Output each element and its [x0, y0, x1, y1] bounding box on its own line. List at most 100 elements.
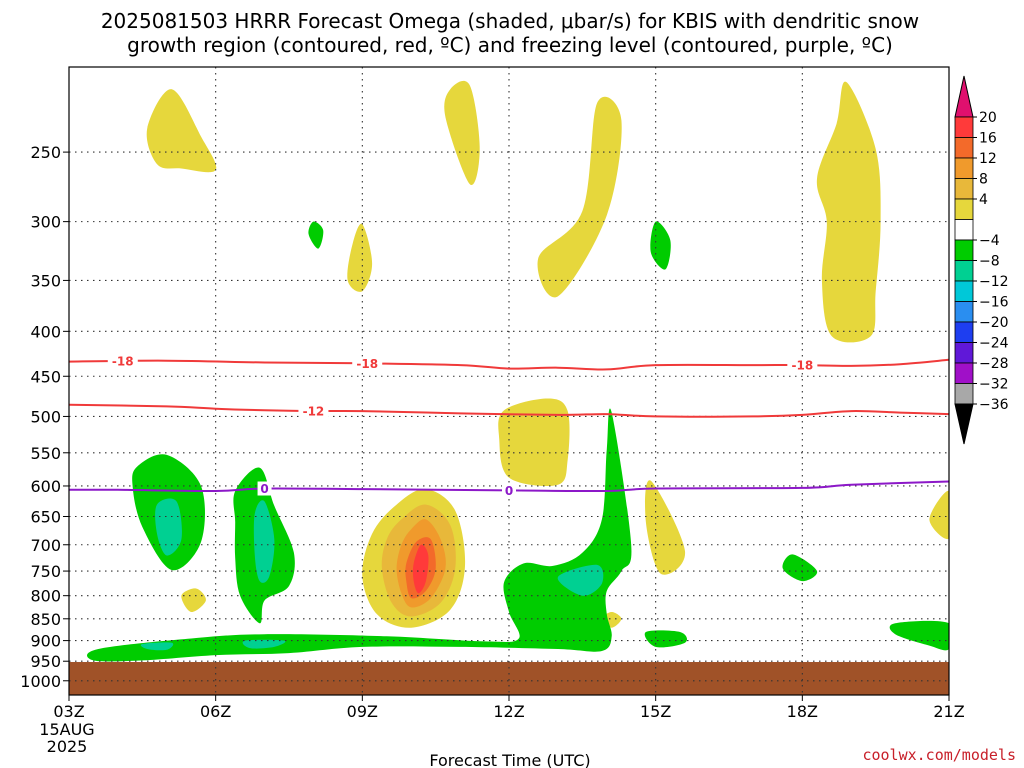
colorbar-label-1: 16 [979, 131, 997, 147]
omega-region-pos4-6 [645, 480, 686, 575]
colorbar-label-13: −36 [979, 397, 1009, 413]
y-tick-label-850: 850 [30, 610, 61, 629]
omega-region-pos4-1 [444, 80, 480, 186]
x-tick-label-18Z: 18Z [787, 702, 818, 721]
colorbar-swatch-7 [954, 260, 974, 282]
omega-region-neg8-27 [557, 564, 604, 596]
colorbar-swatch-6 [954, 239, 974, 261]
colorbar-swatch-3 [954, 178, 974, 200]
colorbar-bottom-arrow [954, 403, 974, 445]
colorbar-label-7: −12 [979, 274, 1009, 290]
x-axis-label: Forecast Time (UTC) [429, 751, 590, 768]
omega-region-neg4-20 [782, 554, 818, 582]
terrain-layer [69, 662, 949, 695]
colorbar-label-2: 12 [979, 151, 997, 167]
colorbar-label-6: −8 [979, 254, 1000, 270]
omega-region-neg4-21 [644, 630, 687, 648]
y-tick-label-1000: 1000 [20, 672, 61, 691]
omega-region-pos4-9 [929, 490, 949, 540]
omega-region-pos4-4 [816, 81, 881, 343]
colorbar-label-11: −28 [979, 356, 1009, 372]
x-tick-label-03Z: 03Z [53, 702, 84, 721]
omega-region-pos4-0 [146, 89, 217, 173]
dgz-contour-minus12-line [68, 403, 950, 418]
colorbar-top-arrow [954, 75, 974, 118]
colorbar-swatch-2 [954, 157, 974, 179]
colorbar-label-4: 4 [979, 192, 988, 208]
dgz-contour-minus12-label-0: -12 [303, 405, 325, 419]
dgz-contour-minus18-label-1: -18 [356, 357, 378, 371]
x-tick-label-15Z: 15Z [640, 702, 671, 721]
omega-region-neg4-22 [889, 620, 949, 651]
x-tick-label-21Z: 21Z [933, 702, 964, 721]
omega-region-neg8-25 [140, 642, 174, 651]
y-tick-label-750: 750 [30, 562, 61, 581]
grid-lines [69, 67, 949, 695]
dgz-contour-minus18-label-bg-2 [787, 358, 818, 373]
dgz-contour-minus18-label-bg-1 [352, 356, 383, 371]
pressure-axis: 250 300 350 400 450 500 550 600 650 700 750 800 850 9… [20, 143, 69, 691]
colorbar-swatch-13 [954, 383, 974, 405]
y-tick-label-250: 250 [30, 143, 61, 162]
omega-region-neg8-24 [253, 500, 275, 583]
dgz-contour-minus18-label-0: -18 [112, 355, 134, 369]
colorbar-label-12: −32 [979, 377, 1009, 393]
terrain-fill [69, 662, 949, 695]
chart-title-line-1: 2025081503 HRRR Forecast Omega (shaded, … [101, 9, 919, 33]
chart-title-line-2: growth region (contoured, red, ºC) and f… [127, 33, 893, 57]
colorbar-swatch-0 [954, 116, 974, 138]
colorbar-swatch-9 [954, 301, 974, 323]
x-date-label-1: 2025 [47, 737, 88, 756]
colorbar-swatch-5 [954, 219, 974, 241]
omega-region-neg4-19 [650, 221, 671, 270]
colorbar-swatch-8 [954, 280, 974, 302]
y-tick-label-550: 550 [30, 444, 61, 463]
omega-region-neg8-26 [242, 639, 286, 649]
x-tick-label-09Z: 09Z [347, 702, 378, 721]
y-tick-label-350: 350 [30, 271, 61, 290]
freezing-level-label-bg-0 [257, 481, 272, 496]
omega-region-pos4-7 [181, 588, 206, 613]
colorbar-swatch-1 [954, 137, 974, 159]
omega-shading [86, 80, 949, 662]
omega-region-pos4-5 [498, 398, 570, 486]
colorbar-swatch-10 [954, 321, 974, 343]
y-tick-label-300: 300 [30, 213, 61, 232]
contour-lines: -18 -18 -18 -12 0 0 [68, 354, 950, 498]
omega-region-pos4-2 [347, 223, 373, 292]
colorbar-swatch-12 [954, 362, 974, 384]
omega-region-neg4-17 [86, 408, 632, 662]
credit-text: coolwx.com/models [862, 746, 1016, 764]
colorbar-label-3: 8 [979, 172, 988, 188]
y-tick-label-900: 900 [30, 632, 61, 651]
x-date-label-0: 15AUG [39, 720, 94, 739]
y-tick-label-450: 450 [30, 367, 61, 386]
omega-region-pos20-14 [412, 544, 429, 594]
y-tick-label-400: 400 [30, 322, 61, 341]
freezing-level-label-bg-1 [502, 483, 516, 498]
colorbar: 20 16 12 8 4 −4 −8 −12 −16 −20 −24 −28 −32 −36 [954, 75, 1009, 445]
colorbar-label-5: −4 [979, 233, 1000, 249]
y-tick-label-950: 950 [30, 652, 61, 671]
y-tick-label-600: 600 [30, 477, 61, 496]
colorbar-label-9: −20 [979, 315, 1009, 331]
freezing-level-label-1: 0 [505, 484, 513, 498]
colorbar-label-8: −16 [979, 295, 1009, 311]
colorbar-label-10: −24 [979, 336, 1009, 352]
y-tick-label-650: 650 [30, 507, 61, 526]
x-tick-label-06Z: 06Z [200, 702, 231, 721]
omega-region-neg4-18 [308, 221, 324, 249]
freezing-level-label-0: 0 [260, 482, 268, 496]
colorbar-swatch-11 [954, 342, 974, 364]
y-tick-label-800: 800 [30, 587, 61, 606]
dgz-contour-minus18-line [68, 358, 950, 371]
dgz-contour-minus18-label-bg-0 [107, 354, 138, 369]
y-tick-label-500: 500 [30, 407, 61, 426]
dgz-contour-minus18-label-2: -18 [791, 359, 813, 373]
y-tick-label-700: 700 [30, 536, 61, 555]
colorbar-swatch-4 [954, 198, 974, 220]
x-tick-label-12Z: 12Z [493, 702, 524, 721]
omega-region-neg8-23 [155, 498, 182, 556]
